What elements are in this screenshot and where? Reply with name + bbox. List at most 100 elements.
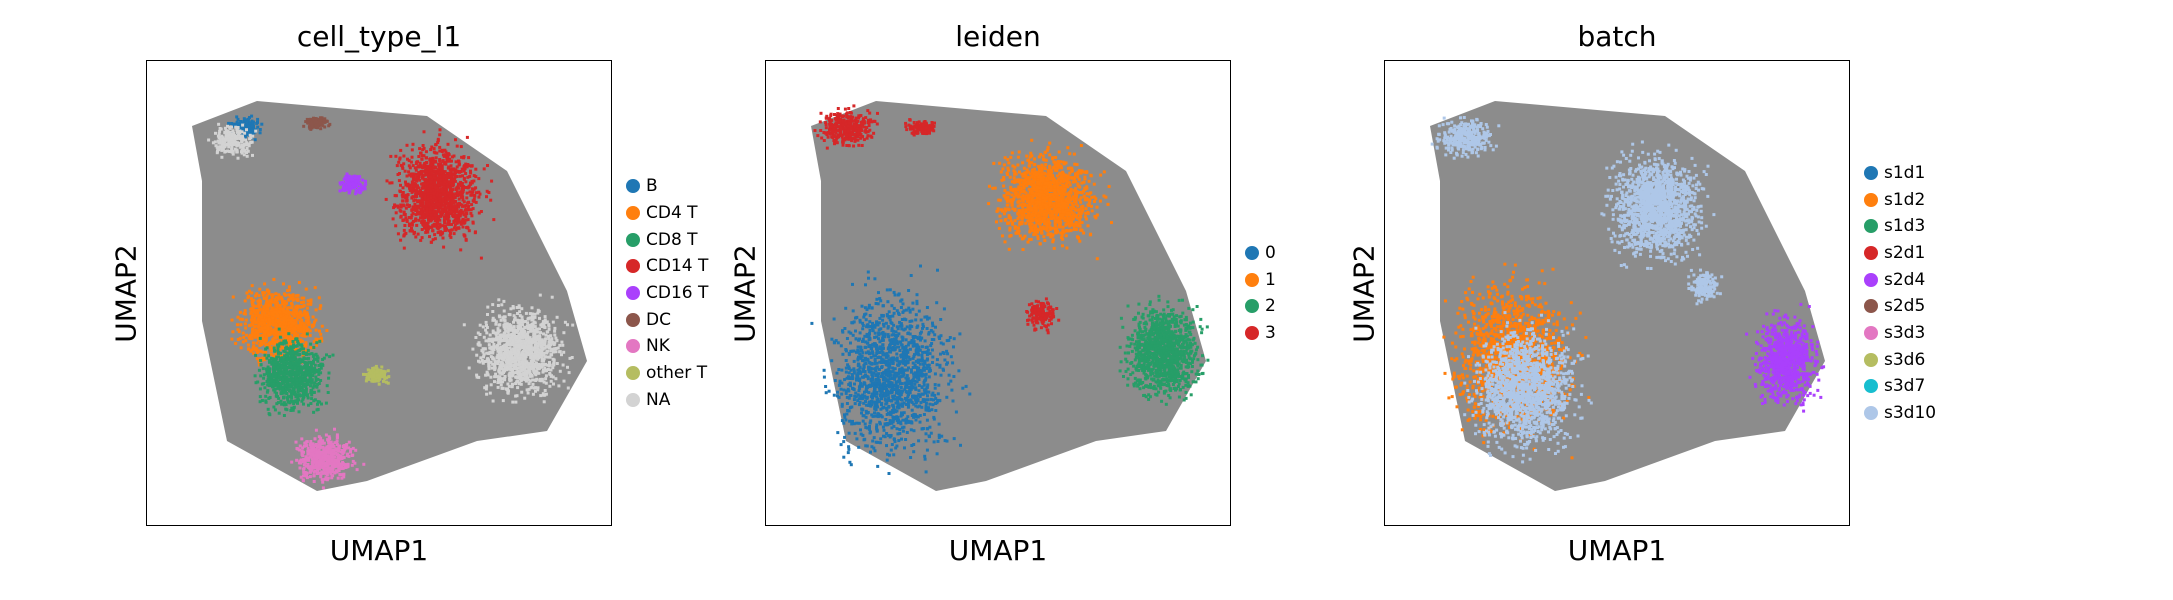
data-point [262,310,265,314]
data-point [439,203,443,207]
data-point [286,351,290,355]
data-point [456,214,460,217]
data-point [315,460,319,464]
data-point [430,185,434,189]
data-point [517,332,521,336]
data-point [406,193,410,197]
data-point [347,183,351,187]
data-point [327,447,331,451]
data-point [258,387,262,391]
data-point [405,143,409,147]
data-point [245,154,249,158]
data-point [328,466,332,470]
data-point [266,374,270,378]
data-point [539,355,543,359]
data-point [452,226,456,230]
data-point [445,159,449,163]
data-point [265,288,269,292]
data-point [474,200,478,204]
data-point [471,199,475,203]
data-point [305,332,309,336]
data-point [530,385,534,389]
data-point [284,332,288,336]
data-point [325,467,329,471]
data-point [318,122,322,126]
data-point [410,190,414,194]
data-point [298,444,302,448]
data-point [445,195,449,199]
data-point [257,363,261,367]
data-point [451,196,455,200]
data-point [453,196,457,199]
data-point [423,198,427,201]
data-point [416,206,420,210]
data-point [292,399,295,403]
data-point [239,346,243,350]
data-point [460,193,464,197]
data-point [493,361,497,365]
data-point [282,302,285,306]
data-point [277,370,281,374]
data-point [226,131,230,135]
data-point [309,440,313,443]
data-point [254,294,257,298]
data-point [409,174,413,178]
data-point [359,186,363,190]
data-point [298,310,302,314]
data-point [518,372,522,376]
data-point [464,218,468,222]
data-point [402,228,406,232]
data-point [314,337,318,341]
data-point [289,296,293,300]
data-point [252,131,256,135]
data-point [258,349,262,353]
data-point [478,192,482,196]
data-point [451,184,455,188]
data-point [335,433,339,437]
data-point [393,194,397,198]
data-point [259,334,263,338]
data-point [362,462,366,466]
data-point [477,359,480,363]
data-point [530,318,534,321]
cluster-nk [290,427,366,490]
data-point [363,187,367,191]
data-point [519,365,523,369]
data-point [252,344,256,348]
data-point [433,233,437,237]
data-point [251,323,255,326]
data-point [538,334,542,338]
data-point [254,320,258,324]
data-point [305,325,308,329]
data-point [311,442,315,446]
data-point [427,205,430,208]
data-point [273,319,277,323]
data-point [437,203,440,207]
data-point [499,318,503,322]
data-point [538,336,542,340]
data-point [247,142,251,146]
data-point [491,350,495,354]
data-point [327,455,331,459]
data-point [447,165,451,169]
data-point [562,350,566,354]
data-point [448,173,452,177]
data-point [247,324,251,328]
data-point [425,169,428,173]
data-point [511,335,515,339]
data-point [420,154,424,158]
data-point [290,460,294,464]
data-point [297,410,301,414]
data-point [442,173,446,177]
data-point [488,391,492,395]
data-point [298,320,302,324]
data-point [299,367,303,371]
data-point [544,381,548,385]
data-point [236,156,240,160]
data-point [220,155,224,159]
data-point [287,293,291,297]
data-point [301,339,304,343]
data-point [287,298,290,302]
data-point [298,459,302,463]
data-point [432,209,436,213]
